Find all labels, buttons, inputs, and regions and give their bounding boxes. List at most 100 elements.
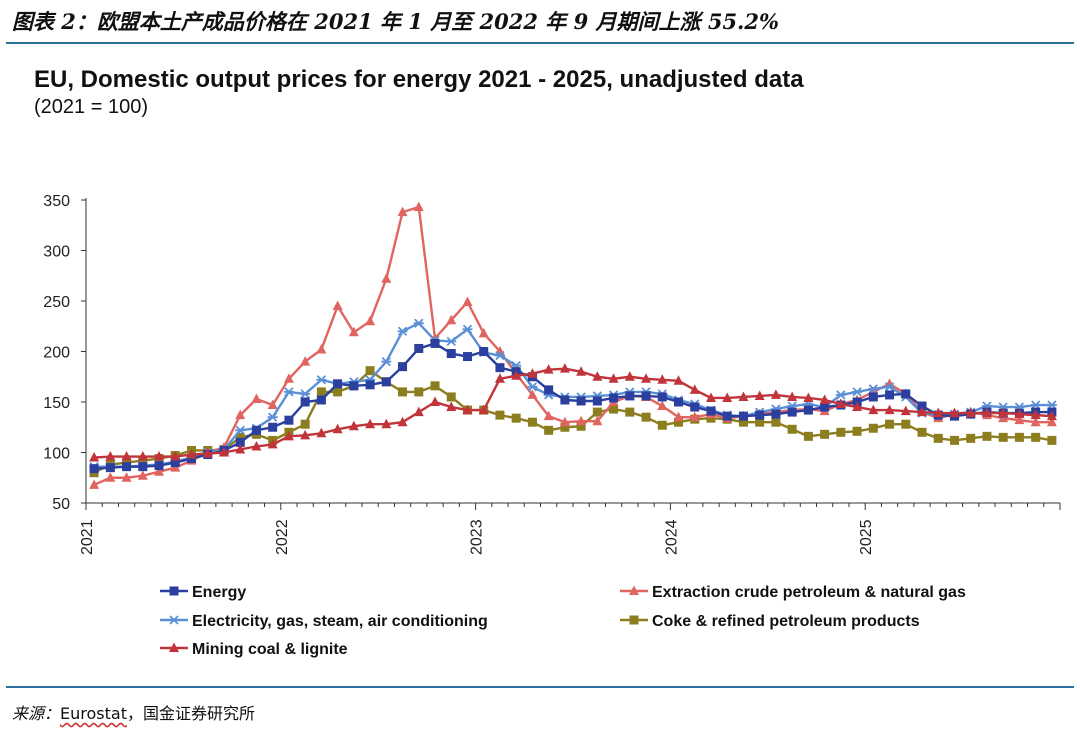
- series-mining-coal-lignite-point: [511, 370, 522, 380]
- legend-coke-refined-petroleum-products-swatch-point: [629, 615, 639, 625]
- series-energy-point: [755, 410, 765, 420]
- y-tick-label: 50: [52, 496, 70, 513]
- series-coke-refined-petroleum-products-point: [430, 381, 440, 391]
- series-coke-refined-petroleum-products-point: [300, 419, 310, 429]
- series-extraction-crude-petroleum-natural-gas-point: [121, 472, 132, 482]
- series-extraction-crude-petroleum-natural-gas-point: [576, 415, 587, 426]
- series-energy-point: [316, 395, 326, 405]
- series-extraction-crude-petroleum-natural-gas-point: [316, 343, 327, 354]
- series-extraction-crude-petroleum-natural-gas-point: [251, 393, 262, 403]
- series-energy-point: [381, 377, 391, 387]
- series-electricity-gas-steam-air-conditioning-point: [413, 318, 424, 328]
- bottom-rule: [6, 686, 1074, 688]
- series-energy-point: [917, 401, 927, 411]
- series-energy-point: [138, 462, 148, 472]
- series-mining-coal-lignite-point: [332, 423, 343, 434]
- series-extraction-crude-petroleum-natural-gas-point: [348, 326, 359, 337]
- series-mining-coal-lignite-point: [235, 443, 246, 454]
- series-electricity-gas-steam-air-conditioning-point: [381, 356, 392, 367]
- series-mining-coal-lignite-point: [413, 406, 424, 417]
- series-mining-coal-lignite-point: [754, 390, 765, 400]
- series-mining-coal-lignite-point: [559, 363, 570, 373]
- series-coke-refined-petroleum-products-point: [1031, 432, 1041, 442]
- series-coke-refined-petroleum-products-point: [316, 387, 326, 397]
- series-mining-coal-lignite-point: [202, 448, 213, 458]
- series-energy-point: [398, 362, 408, 372]
- line-chart: 50 100 150 200 250 300 350 2021 2022 2023 2024 2025…: [43, 193, 1061, 658]
- series-extraction-crude-petroleum-natural-gas-point: [1030, 416, 1041, 427]
- series-mining-coal-lignite-point: [365, 418, 376, 429]
- series-mining-coal-lignite-point: [949, 407, 960, 418]
- x-tick-label: 2023: [469, 519, 486, 555]
- x-tick-label: 2021: [79, 519, 96, 555]
- series-coke-refined-petroleum-products-point: [1014, 432, 1024, 442]
- legend-coke-refined-petroleum-products-label: Coke & refined petroleum products: [652, 613, 920, 630]
- series-mining-coal-lignite-point: [803, 392, 814, 402]
- legend-electricity-gas-steam-air-conditioning-swatch-point: [169, 615, 179, 625]
- series-coke-refined-petroleum-products-point: [625, 407, 635, 417]
- series-mining-coal-lignite-point: [105, 451, 116, 461]
- series-mining-coal-lignite-point: [722, 392, 733, 402]
- series-energy-point: [544, 385, 554, 395]
- series-coke-refined-petroleum-products-point: [868, 423, 878, 433]
- series-coke-refined-petroleum-products-point: [803, 431, 813, 441]
- series-coke-refined-petroleum-products-point: [836, 427, 846, 437]
- series-coke-refined-petroleum-products-point: [852, 426, 862, 436]
- series-energy-point: [462, 352, 472, 362]
- series-mining-coal-lignite-point: [543, 364, 554, 374]
- chart-title: EU, Domestic output prices for energy 20…: [34, 66, 804, 93]
- series-energy-point: [592, 396, 602, 406]
- series-energy-point: [430, 338, 440, 348]
- series-energy-point: [268, 422, 278, 432]
- series-mining-coal-lignite-point: [170, 451, 181, 461]
- x-tick-label: 2022: [274, 519, 291, 555]
- series-mining-coal-lignite-point: [852, 401, 863, 412]
- series-mining-coal-lignite-point: [641, 373, 652, 383]
- series-mining-coal-lignite-point: [576, 366, 587, 376]
- series-coke-refined-petroleum-products-point: [495, 410, 505, 420]
- series-mining-coal-lignite-point: [608, 373, 619, 383]
- series-mining-coal-lignite-point: [1046, 410, 1057, 421]
- series-coke-refined-petroleum-products-point: [576, 421, 586, 431]
- series-coke-refined-petroleum-products-point: [609, 404, 619, 414]
- series-extraction-crude-petroleum-natural-gas-point: [673, 411, 684, 422]
- series-mining-coal-lignite-point: [121, 451, 132, 461]
- series-coke-refined-petroleum-products-point: [1047, 435, 1057, 445]
- series-coke-refined-petroleum-products-point: [544, 425, 554, 435]
- series-mining-coal-lignite-point: [900, 405, 911, 416]
- series-mining-coal-lignite-point: [462, 404, 473, 415]
- source-name: Eurostat: [60, 704, 127, 723]
- series-energy-point: [674, 397, 684, 407]
- series-electricity-gas-steam-air-conditioning-point: [316, 375, 327, 385]
- series-mining-coal-lignite-point: [868, 404, 879, 415]
- source-note: 来源：Eurostat，国金证券研究所: [12, 700, 255, 724]
- series-energy-point: [122, 462, 132, 472]
- series-coke-refined-petroleum-products-point: [592, 407, 602, 417]
- series-mining-coal-lignite-point: [397, 416, 408, 427]
- series-mining-coal-lignite-point: [186, 449, 197, 459]
- series-electricity-gas-steam-air-conditioning-point: [462, 324, 473, 334]
- series-energy-point: [365, 380, 375, 390]
- series-electricity-gas-steam-air-conditioning-point: [884, 382, 895, 392]
- series-energy-point: [446, 349, 456, 359]
- series-energy-point: [187, 454, 197, 464]
- series-mining-coal-lignite-point: [494, 373, 505, 383]
- series-energy-point: [333, 379, 343, 389]
- series-mining-coal-lignite-point: [917, 406, 928, 417]
- series-energy-point: [690, 402, 700, 412]
- series-electricity-gas-steam-air-conditioning-point: [300, 389, 311, 399]
- series-extraction-crude-petroleum-natural-gas-point: [527, 389, 538, 399]
- series-coke-refined-petroleum-products-point: [998, 432, 1008, 442]
- series-electricity-gas-steam-air-conditioning-point: [397, 326, 408, 336]
- series-coke-refined-petroleum-products-point: [787, 424, 797, 434]
- series-energy-point: [560, 395, 570, 405]
- series-mining-coal-lignite-point: [705, 392, 716, 402]
- series-extraction-crude-petroleum-natural-gas-point: [592, 415, 603, 426]
- series-coke-refined-petroleum-products-point: [398, 387, 408, 397]
- series-coke-refined-petroleum-products-point: [674, 417, 684, 427]
- series-mining-coal-lignite-point: [933, 407, 944, 418]
- series-mining-coal-lignite-point: [218, 447, 229, 457]
- series-extraction-crude-petroleum-natural-gas-point: [543, 410, 554, 421]
- series-mining-coal-lignite-point: [770, 389, 781, 399]
- series-coke-refined-petroleum-products-point: [949, 435, 959, 445]
